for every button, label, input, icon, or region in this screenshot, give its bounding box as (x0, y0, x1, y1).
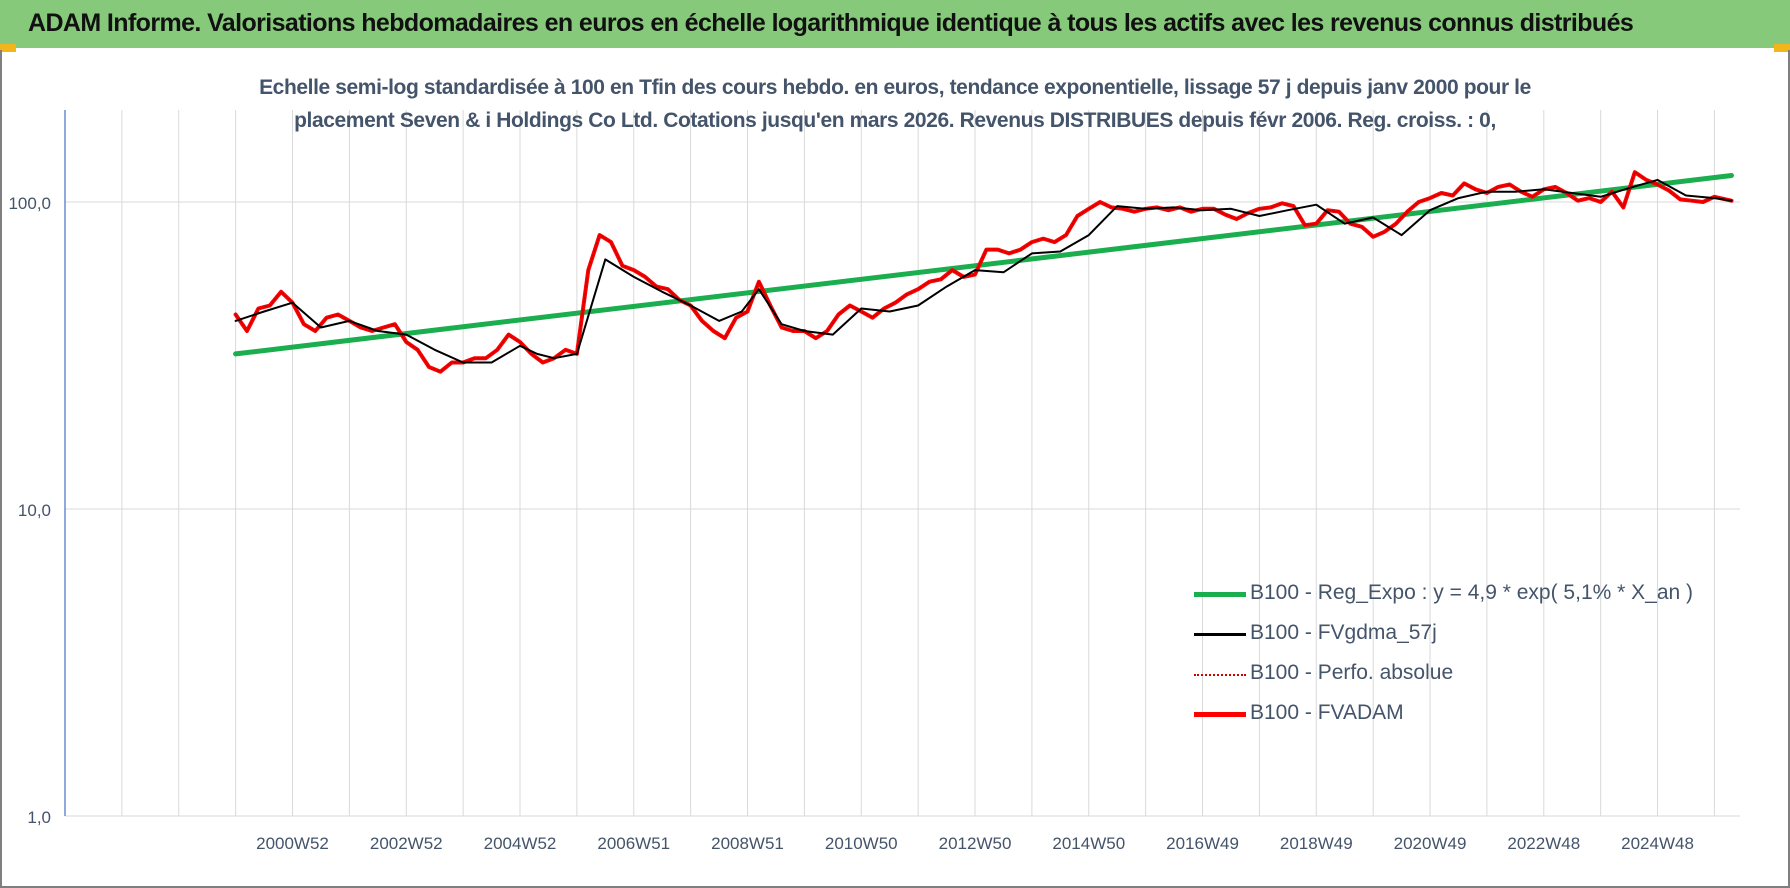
series-regression-line (233, 173, 1734, 357)
x-tick-label: 2002W52 (370, 834, 443, 853)
x-tick-label: 2022W48 (1507, 834, 1580, 853)
x-tick-label: 2016W49 (1166, 834, 1239, 853)
x-tick-label: 2020W49 (1394, 834, 1467, 853)
x-tick-label: 2018W49 (1280, 834, 1353, 853)
x-tick-label: 2010W50 (825, 834, 898, 853)
series-absolute-line (234, 171, 1733, 373)
x-tick-label: 2024W48 (1621, 834, 1694, 853)
legend-swatch-regression (1194, 592, 1246, 597)
series-smoothed-line (234, 178, 1733, 364)
y-tick-label: 1,0 (27, 808, 51, 827)
x-tick-label: 2012W50 (939, 834, 1012, 853)
chart-subtitle-line-2: placement Seven & i Holdings Co Ltd. Cot… (294, 109, 1496, 132)
chart-frame (0, 50, 1790, 888)
legend-label-fvadam: B100 - FVADAM (1250, 701, 1404, 724)
corner-marker-right (1774, 44, 1790, 52)
x-tick-label: 2000W52 (256, 834, 329, 853)
x-tick-label: 2004W52 (484, 834, 557, 853)
legend-swatch-fvadam (1194, 712, 1246, 717)
x-tick-label: 2014W50 (1052, 834, 1125, 853)
legend-label-absolute: B100 - Perfo. absolue (1250, 661, 1454, 684)
corner-marker-left (0, 44, 16, 52)
page-title: ADAM Informe. Valorisations hebdomadaire… (28, 9, 1634, 37)
x-tick-label: 2008W51 (711, 834, 784, 853)
title-bar: ADAM Informe. Valorisations hebdomadaire… (0, 0, 1790, 50)
x-tick-label: 2006W51 (597, 834, 670, 853)
legend-swatch-smoothed (1194, 633, 1246, 636)
legend-label-regression: B100 - Reg_Expo : y = 4,9 * exp( 5,1% * … (1250, 581, 1694, 604)
chart-subtitle-line-1: Echelle semi-log standardisée à 100 en T… (259, 76, 1531, 99)
y-tick-label: 100,0 (8, 194, 51, 213)
legend-label-smoothed: B100 - FVgdma_57j (1250, 621, 1437, 644)
y-tick-label: 10,0 (18, 501, 51, 520)
legend-swatch-absolute (1194, 674, 1246, 676)
